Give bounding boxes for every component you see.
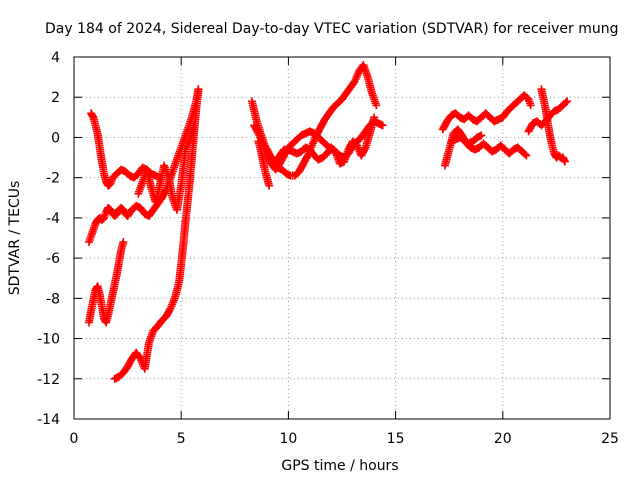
x-axis-label: GPS time / hours xyxy=(281,458,398,474)
x-tick-label: 5 xyxy=(177,431,186,447)
data-point xyxy=(265,181,274,190)
data-point xyxy=(560,157,569,166)
y-tick-label: -12 xyxy=(37,372,60,388)
axis-ticks: 0 5 10 15 20 25 -14 -12 -10 -8 -6 -4 -2 0 2 4 xyxy=(37,50,619,447)
data-point xyxy=(119,238,128,247)
y-tick-label: -4 xyxy=(46,211,60,227)
y-tick-label: -2 xyxy=(46,171,60,187)
data-point xyxy=(360,145,369,154)
plot-frame xyxy=(73,56,611,420)
data-point xyxy=(561,98,570,107)
data-point xyxy=(563,97,572,106)
y-tick-label: -14 xyxy=(37,412,60,428)
x-tick-label: 25 xyxy=(601,431,619,447)
y-tick-label: -8 xyxy=(46,291,60,307)
y-tick-label: -10 xyxy=(37,332,60,348)
y-tick-label: 0 xyxy=(51,130,60,146)
grid xyxy=(74,57,610,419)
data-point xyxy=(302,153,311,162)
data-point xyxy=(165,305,174,314)
data-point xyxy=(520,150,529,159)
chart-title: Day 184 of 2024, Sidereal Day-to-day VTE… xyxy=(45,21,619,37)
x-tick-label: 10 xyxy=(279,431,297,447)
data-point xyxy=(378,121,387,130)
data-points xyxy=(85,61,572,383)
y-tick-label: 4 xyxy=(51,50,60,66)
data-point xyxy=(253,127,262,136)
data-point xyxy=(477,131,486,140)
data-point xyxy=(522,151,531,160)
data-point xyxy=(372,101,381,110)
x-tick-label: 0 xyxy=(70,431,79,447)
data-point xyxy=(526,101,535,110)
x-tick-label: 20 xyxy=(494,431,512,447)
data-point xyxy=(370,113,379,122)
data-point xyxy=(190,121,199,130)
y-tick-label: -6 xyxy=(46,251,60,267)
y-tick-label: 2 xyxy=(51,90,60,106)
y-axis-label: SDTVAR / TECUs xyxy=(7,181,23,296)
data-point xyxy=(194,87,203,96)
x-tick-label: 15 xyxy=(387,431,405,447)
